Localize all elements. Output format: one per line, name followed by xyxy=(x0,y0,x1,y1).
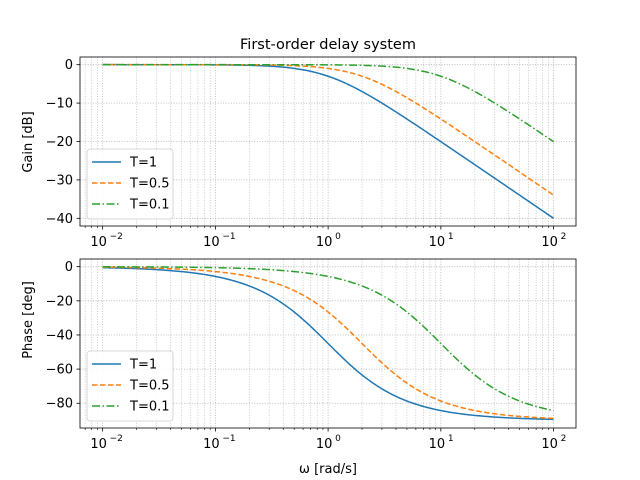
gain-x-tick-exponent: 2 xyxy=(561,232,567,242)
gain-legend-label-2: T=0.5 xyxy=(129,177,170,192)
gain-x-tick-exponent: −1 xyxy=(222,232,235,242)
phase-legend-label-3: T=0.1 xyxy=(129,400,170,415)
phase-x-tick-label: 10 xyxy=(316,437,333,452)
phase-y-tick-label: −40 xyxy=(46,328,73,343)
gain-legend-label-3: T=0.1 xyxy=(129,198,170,213)
gain-x-tick-label: 10 xyxy=(541,235,558,250)
chart-title: First-order delay system xyxy=(240,37,416,53)
gain-series-group xyxy=(102,63,555,219)
phase-y-axis-label: Phase [deg] xyxy=(21,281,36,359)
gain-x-tick-label: 10 xyxy=(429,235,446,250)
phase-x-tick-label: 10 xyxy=(541,437,558,452)
phase-y-tick-label: −60 xyxy=(46,363,73,378)
phase-legend-label-2: T=0.5 xyxy=(129,379,170,394)
phase-series-line-2 xyxy=(102,266,554,420)
gain-y-tick-label: 0 xyxy=(65,58,73,73)
x-axis-label: ω [rad/s] xyxy=(299,462,357,477)
gain-x-tick-exponent: 1 xyxy=(448,232,454,242)
phase-legend: T=1 T=0.5 T=0.1 xyxy=(86,350,174,422)
gain-legend-label-1: T=1 xyxy=(129,156,157,171)
gain-legend-box xyxy=(86,148,174,220)
gain-x-tick-label: 10 xyxy=(203,235,220,250)
gain-x-tick-label: 10 xyxy=(90,235,107,250)
gain-legend: T=1 T=0.5 T=0.1 xyxy=(86,148,174,220)
phase-series-line-3 xyxy=(102,266,554,412)
phase-y-tick-label: −80 xyxy=(46,397,73,412)
gain-series-line-3 xyxy=(102,63,555,143)
phase-x-tick-label: 10 xyxy=(90,437,107,452)
phase-x-tick-exponent: 0 xyxy=(335,434,341,444)
phase-legend-box xyxy=(86,350,174,422)
gain-y-tick-label: −10 xyxy=(46,97,73,112)
gain-y-axis-label: Gain [dB] xyxy=(21,111,36,172)
gain-x-tick-label: 10 xyxy=(316,235,333,250)
gain-y-tick-label: −20 xyxy=(46,135,73,150)
gain-x-tick-exponent: 0 xyxy=(335,232,341,242)
gain-y-tick-label: −30 xyxy=(46,173,73,188)
phase-legend-label-1: T=1 xyxy=(129,358,157,373)
phase-x-tick-label: 10 xyxy=(429,437,446,452)
phase-plot-panel: 10 −2 10 −1 10 0 10 1 10 20−20−40−60−80T=1T=0.5T=… xyxy=(46,258,577,452)
phase-x-tick-exponent: −2 xyxy=(110,434,123,444)
gain-plot-panel: 10 −2 10 −1 10 0 10 1 10 20−10−20−30−40T=1T=0.5T=… xyxy=(46,56,577,250)
gain-y-tick-label: −40 xyxy=(46,212,73,227)
phase-y-tick-label: −20 xyxy=(46,294,73,309)
phase-series-group xyxy=(102,266,554,421)
gain-x-tick-exponent: −2 xyxy=(110,232,123,242)
phase-x-tick-label: 10 xyxy=(203,437,220,452)
phase-x-tick-exponent: 2 xyxy=(561,434,567,444)
phase-series-line-1 xyxy=(102,266,554,421)
phase-x-tick-exponent: 1 xyxy=(448,434,454,444)
phase-x-tick-exponent: −1 xyxy=(222,434,235,444)
phase-y-tick-label: 0 xyxy=(65,260,73,275)
